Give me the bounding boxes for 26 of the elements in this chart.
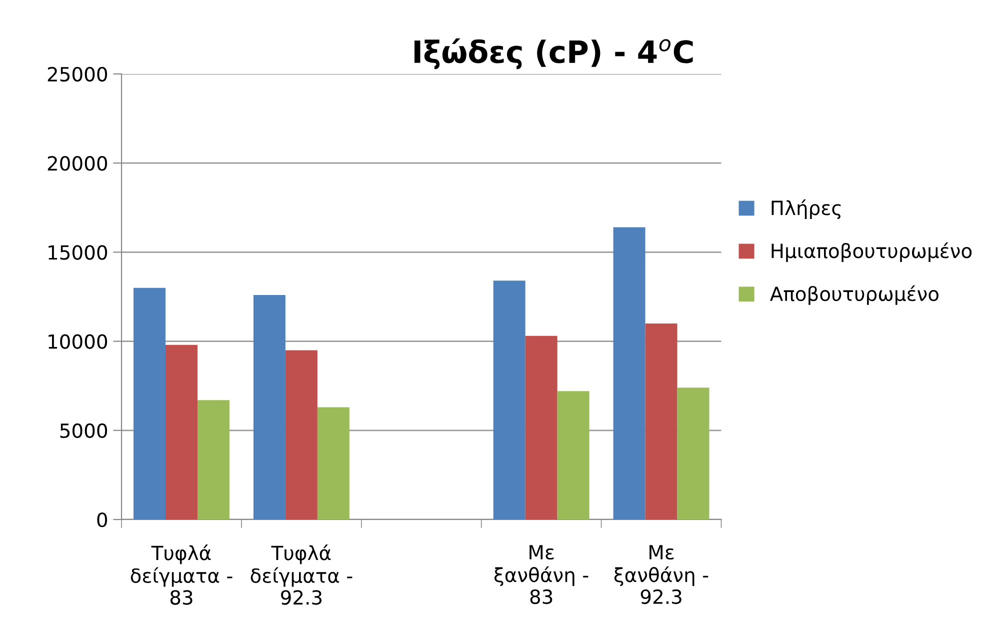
y-tick-label: 20000 — [48, 156, 108, 171]
bar — [134, 288, 166, 520]
bar — [525, 336, 558, 520]
legend-label: Αποβουτυρωμένο — [770, 285, 938, 305]
legend-label: Πλήρες — [772, 199, 841, 220]
y-tick-label: 25000 — [48, 66, 108, 82]
x-tick-label: Με ξανθάνη - 83 — [494, 545, 588, 604]
y-tick-label: 0 — [97, 512, 108, 528]
bar — [677, 388, 710, 520]
legend-label: Ημιαποβουτυρωμένο — [772, 242, 972, 262]
x-tick-label: Με ξανθάνη - 92.3 — [614, 545, 708, 604]
bar — [613, 227, 646, 520]
bar — [197, 400, 230, 520]
bar — [317, 407, 350, 520]
x-tick-label: Τυφλά δείγματα - 83 — [130, 544, 232, 605]
bar — [253, 294, 286, 520]
y-tick-label: 10000 — [48, 334, 108, 349]
y-tick-label: 5000 — [60, 423, 108, 438]
bar — [166, 344, 198, 520]
bar — [645, 323, 678, 520]
chart-title: Ιξώδες (cP) - 4$^{o}$C — [414, 38, 693, 70]
bar — [557, 391, 590, 520]
x-tick-label: Τυφλά δείγματα - 92.3 — [250, 544, 352, 605]
bar — [493, 280, 526, 520]
bar — [285, 350, 318, 520]
y-tick-label: 15000 — [48, 245, 108, 260]
